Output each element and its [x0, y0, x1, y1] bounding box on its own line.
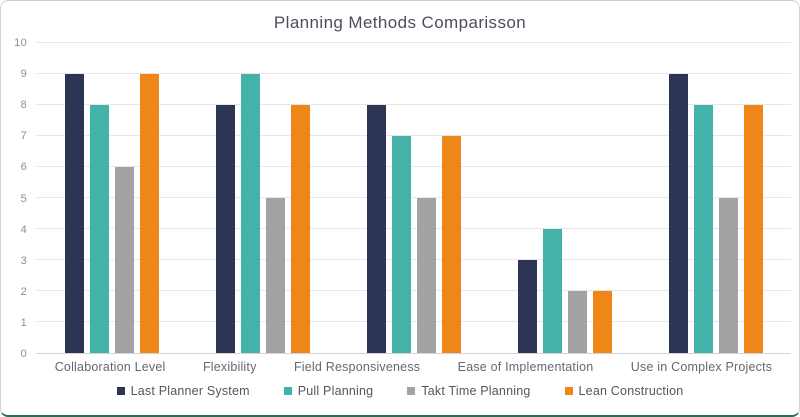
- bar: [114, 167, 134, 353]
- y-tick-label: 3: [20, 254, 27, 267]
- chart-title: Planning Methods Comparisson: [273, 13, 527, 32]
- gridline: [36, 104, 791, 105]
- bar: [517, 260, 537, 353]
- bar: [391, 136, 411, 353]
- legend-swatch: [116, 387, 125, 395]
- gridline: [36, 290, 791, 291]
- x-axis-category-label: Use in Complex Projects: [630, 360, 773, 374]
- legend-label: Last Planner System: [130, 384, 250, 398]
- bar: [567, 291, 587, 353]
- legend-swatch: [564, 387, 573, 395]
- bar-group: [668, 43, 763, 353]
- legend-item: Lean Construction: [564, 384, 684, 398]
- y-tick-label: 9: [20, 68, 27, 81]
- chart-area: 0 1 2 3 4 5 6 7 8 9 10: [1, 37, 799, 360]
- x-axis-category-label: Collaboration Level: [54, 360, 166, 374]
- y-tick-label: 4: [20, 223, 27, 236]
- y-tick-label: 10: [14, 37, 27, 49]
- gridline: [36, 73, 791, 74]
- bar: [416, 198, 436, 353]
- y-tick-label: 5: [20, 192, 27, 205]
- x-axis-labels: Collaboration Level Flexibility Field Resp…: [36, 354, 791, 374]
- bar-group: [366, 43, 461, 353]
- y-tick-label: 6: [20, 161, 27, 174]
- legend-label: Takt Time Planning: [421, 384, 531, 398]
- y-axis: 0 1 2 3 4 5 6 7 8 9 10: [1, 37, 36, 360]
- gridline: [36, 197, 791, 198]
- y-tick-label: 8: [20, 99, 27, 112]
- legend-swatch: [283, 387, 292, 395]
- bar: [215, 105, 235, 353]
- legend-swatch: [407, 387, 416, 395]
- gridline: [36, 228, 791, 229]
- bar: [139, 74, 159, 353]
- bar: [89, 105, 109, 353]
- bar: [668, 74, 688, 353]
- bar-groups: [36, 43, 791, 353]
- legend-label: Pull Planning: [297, 384, 374, 398]
- bar: [441, 136, 461, 353]
- y-tick-label: 2: [20, 285, 27, 298]
- legend-label: Lean Construction: [578, 384, 684, 398]
- bar: [542, 229, 562, 353]
- bar: [743, 105, 763, 353]
- x-axis-category-label: Flexibility: [202, 360, 257, 374]
- bar: [240, 74, 260, 353]
- bar: [265, 198, 285, 353]
- bar: [718, 198, 738, 353]
- gridline: [36, 166, 791, 167]
- legend-item: Last Planner System: [116, 384, 250, 398]
- y-tick-label: 0: [20, 348, 27, 360]
- y-tick-label: 1: [20, 316, 27, 329]
- bar: [693, 105, 713, 353]
- bar: [366, 105, 386, 353]
- gridline: [36, 135, 791, 136]
- gridline: [36, 321, 791, 322]
- legend-item: Pull Planning: [283, 384, 374, 398]
- bar: [64, 74, 84, 353]
- bar: [592, 291, 612, 353]
- legend: Last Planner System Pull Planning Takt Tim…: [1, 384, 799, 398]
- y-tick-label: 7: [20, 130, 27, 143]
- legend-item: Takt Time Planning: [407, 384, 530, 398]
- bar: [290, 105, 310, 353]
- bar-group: [215, 43, 310, 353]
- plot-area: [36, 42, 791, 354]
- x-axis-category-label: Ease of Implementation: [457, 360, 594, 374]
- bar-group: [517, 43, 612, 353]
- bar-group: [64, 43, 159, 353]
- x-axis-category-label: Field Responsiveness: [293, 360, 421, 374]
- gridline: [36, 42, 791, 43]
- gridline: [36, 259, 791, 260]
